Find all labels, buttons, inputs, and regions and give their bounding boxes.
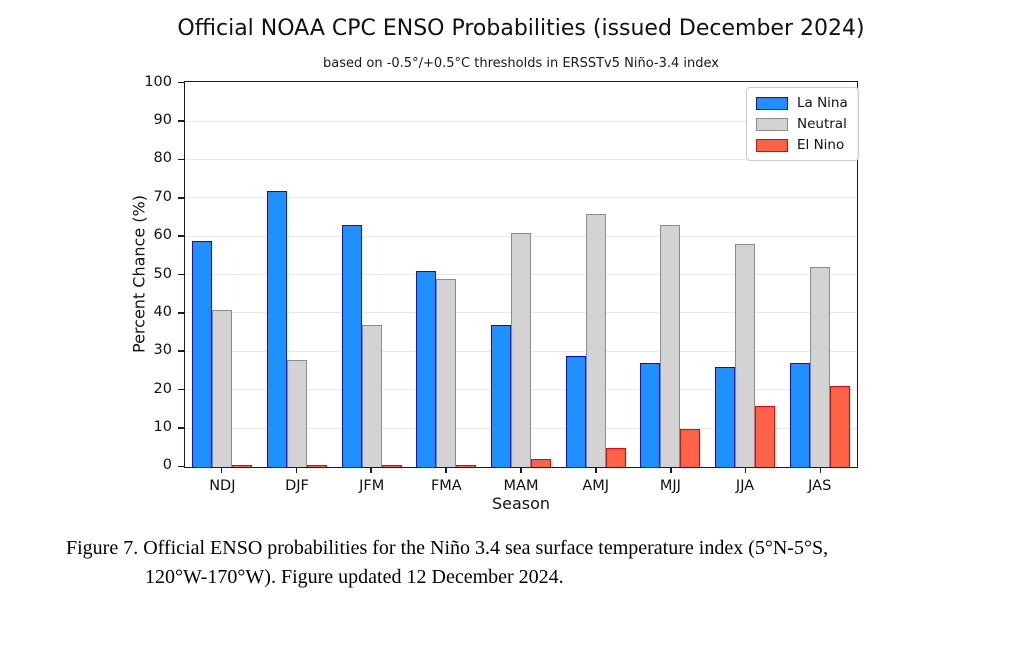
bar-neutral-fma: [436, 278, 457, 467]
bar-la-nina-mjj: [640, 363, 661, 467]
x-tick-label-djf: DJF: [285, 478, 309, 494]
x-tick-label-jja: JJA: [735, 478, 755, 494]
y-tick-label-40: 40: [153, 303, 172, 320]
x-tick-jfm: [370, 468, 373, 473]
y-tick-label-90: 90: [153, 111, 172, 128]
la-nina-swatch: [756, 96, 788, 110]
x-tick-mam: [520, 468, 522, 473]
y-tick-40: [178, 312, 184, 314]
figure-caption: Figure 7. Official ENSO probabilities fo…: [66, 534, 976, 592]
x-tick-label-mjj: MJJ: [659, 478, 681, 494]
y-tick-80: [178, 158, 184, 161]
bar-la-nina-fma: [416, 271, 437, 467]
bar-group-amj: AMJ: [558, 82, 633, 494]
y-tick-100: [178, 81, 184, 84]
bar-group-djf: DJF: [260, 82, 335, 494]
caption-line-1: Figure 7. Official ENSO probabilities fo…: [66, 537, 829, 559]
bar-la-nina-amj: [565, 355, 586, 467]
bar-la-nina-jas: [789, 363, 810, 467]
bar-el-nino-jfm: [381, 465, 402, 467]
y-tick-label-80: 80: [153, 150, 172, 167]
y-tick-0: [178, 465, 184, 468]
legend-label-neutral: Neutral: [797, 116, 847, 132]
x-tick-mjj: [669, 468, 672, 473]
bar-la-nina-mam: [491, 325, 512, 467]
bar-la-nina-jja: [715, 367, 736, 467]
chart-title: Official NOAA CPC ENSO Probabilities (is…: [177, 16, 865, 41]
x-tick-ndj: [220, 468, 223, 473]
y-tick-label-30: 30: [153, 342, 172, 359]
y-tick-label-60: 60: [153, 227, 172, 244]
chart-legend: La Nina Neutral El Nino: [746, 87, 859, 161]
bar-group-ndj: NDJ: [185, 82, 260, 494]
bar-group-jja: JJA: [708, 82, 783, 494]
bar-el-nino-ndj: [232, 465, 253, 467]
gridline-80: [185, 158, 857, 160]
x-tick-label-amj: AMJ: [582, 478, 610, 494]
x-tick-jja: [744, 468, 747, 473]
bar-el-nino-mjj: [680, 428, 701, 467]
bar-el-nino-mam: [531, 459, 552, 467]
x-tick-label-jas: JAS: [808, 478, 832, 494]
bar-neutral-mam: [511, 232, 532, 467]
bar-el-nino-fma: [456, 465, 477, 467]
bar-neutral-jja: [735, 244, 756, 467]
bar-neutral-jas: [809, 267, 830, 467]
bar-la-nina-ndj: [192, 240, 213, 467]
x-tick-label-jfm: JFM: [359, 478, 385, 494]
x-tick-fma: [445, 468, 447, 473]
y-tick-label-100: 100: [144, 73, 172, 90]
chart-subtitle: based on -0.5°/+0.5°C thresholds in ERSS…: [323, 56, 719, 71]
bar-neutral-amj: [585, 213, 606, 467]
y-tick-label-0: 0: [162, 457, 172, 474]
bar-el-nino-jas: [829, 386, 850, 467]
legend-row-el-nino: El Nino: [756, 137, 848, 153]
bar-groups: NDJ DJF JFM FMA MAM AMJ MJJ JJA JAS: [185, 82, 857, 494]
y-tick-90: [178, 120, 184, 122]
bar-neutral-djf: [287, 359, 307, 467]
x-tick-label-fma: FMA: [430, 478, 462, 494]
y-tick-20: [178, 388, 184, 391]
x-tick-amj: [595, 468, 597, 473]
y-tick-60: [178, 235, 184, 237]
el-nino-swatch: [756, 138, 788, 152]
caption-line-2: 120°W-170°W). Figure updated 12 December…: [145, 566, 564, 588]
bar-group-jfm: JFM: [334, 82, 409, 494]
legend-row-neutral: Neutral: [756, 116, 848, 132]
y-tick-label-20: 20: [153, 380, 172, 397]
bar-la-nina-jfm: [341, 225, 362, 467]
bar-group-mam: MAM: [484, 82, 559, 494]
legend-label-el-nino: El Nino: [797, 137, 845, 153]
x-tick-djf: [295, 468, 298, 473]
bar-el-nino-jja: [755, 405, 776, 467]
y-tick-label-10: 10: [153, 419, 172, 436]
bar-neutral-mjj: [660, 225, 681, 467]
legend-row-la-nina: La Nina: [756, 95, 848, 111]
x-tick-label-mam: MAM: [503, 478, 539, 494]
y-tick-label-70: 70: [153, 188, 172, 205]
bar-neutral-ndj: [212, 309, 233, 467]
y-tick-70: [178, 196, 184, 199]
legend-label-la-nina: La Nina: [797, 95, 848, 111]
x-axis-label: Season: [491, 494, 551, 513]
y-tick-30: [178, 350, 184, 353]
bar-group-jas: JAS: [782, 82, 857, 494]
bar-el-nino-djf: [307, 465, 327, 467]
bar-el-nino-amj: [605, 447, 626, 467]
bar-neutral-jfm: [361, 325, 382, 467]
bar-la-nina-djf: [267, 190, 287, 467]
y-tick-50: [178, 273, 184, 276]
y-tick-10: [178, 427, 184, 429]
x-tick-label-ndj: NDJ: [209, 478, 236, 494]
y-tick-label-50: 50: [153, 265, 172, 282]
x-tick-jas: [819, 468, 822, 473]
gridline-70: [185, 197, 857, 199]
neutral-swatch: [756, 117, 788, 131]
plot-area: NDJ DJF JFM FMA MAM AMJ MJJ JJA JAS: [184, 81, 858, 494]
bar-group-fma: FMA: [409, 82, 484, 494]
gridline-90: [185, 120, 857, 122]
bar-group-mjj: MJJ: [633, 82, 708, 494]
